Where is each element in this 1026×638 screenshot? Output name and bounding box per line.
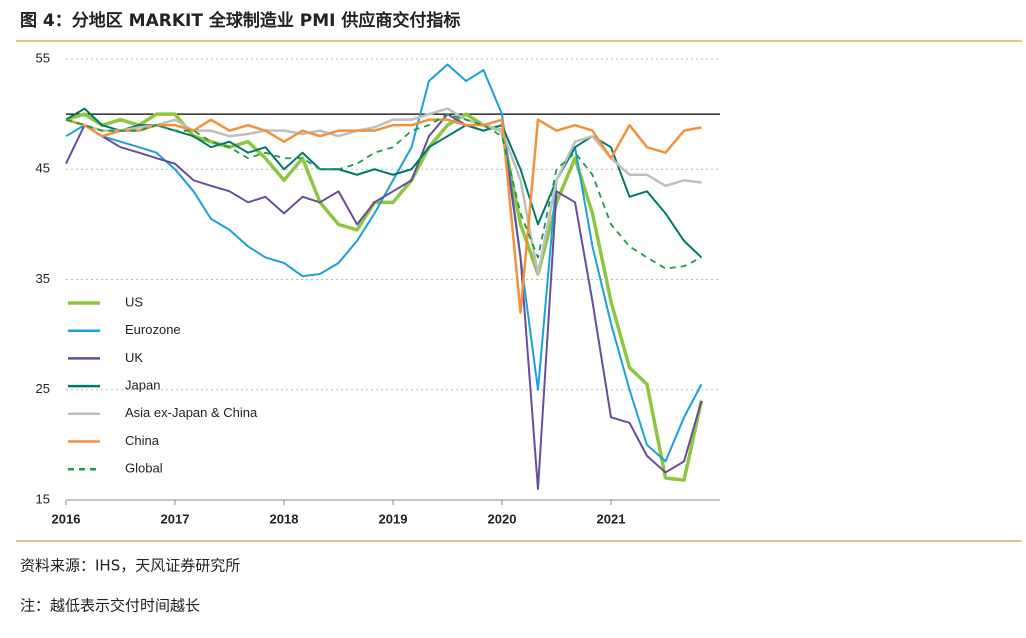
source: 资料来源：IHS，天风证券研究所 (20, 557, 240, 575)
legend-label: Global (125, 461, 163, 476)
y-tick-label: 45 (36, 161, 50, 176)
series-line (65, 113, 702, 270)
legend-label: China (125, 433, 160, 448)
legend-label: Eurozone (125, 322, 181, 337)
y-tick-label: 55 (36, 50, 50, 65)
legend-label: US (125, 294, 143, 309)
x-tick-label: 2020 (488, 511, 517, 526)
series-line (65, 118, 702, 314)
series-line (65, 107, 702, 276)
series-line (65, 112, 704, 482)
legend-label: Asia ex-Japan & China (125, 405, 258, 420)
legend-label: UK (125, 350, 143, 365)
note: 注：越低表示交付时间越长 (20, 597, 200, 615)
y-tick-label: 15 (36, 491, 50, 506)
y-tick-label: 35 (36, 271, 50, 286)
series-line (65, 113, 703, 490)
x-tick-label: 2018 (270, 511, 299, 526)
legend-label: Japan (125, 378, 160, 393)
x-tick-label: 2019 (379, 511, 408, 526)
chart-title: 图 4：分地区 MARKIT 全球制造业 PMI 供应商交付指标 (20, 10, 460, 31)
y-tick-label: 25 (36, 381, 50, 396)
x-tick-label: 2021 (597, 511, 626, 526)
x-tick-label: 2017 (161, 511, 190, 526)
series-line (65, 107, 703, 259)
x-tick-label: 2016 (52, 511, 81, 526)
